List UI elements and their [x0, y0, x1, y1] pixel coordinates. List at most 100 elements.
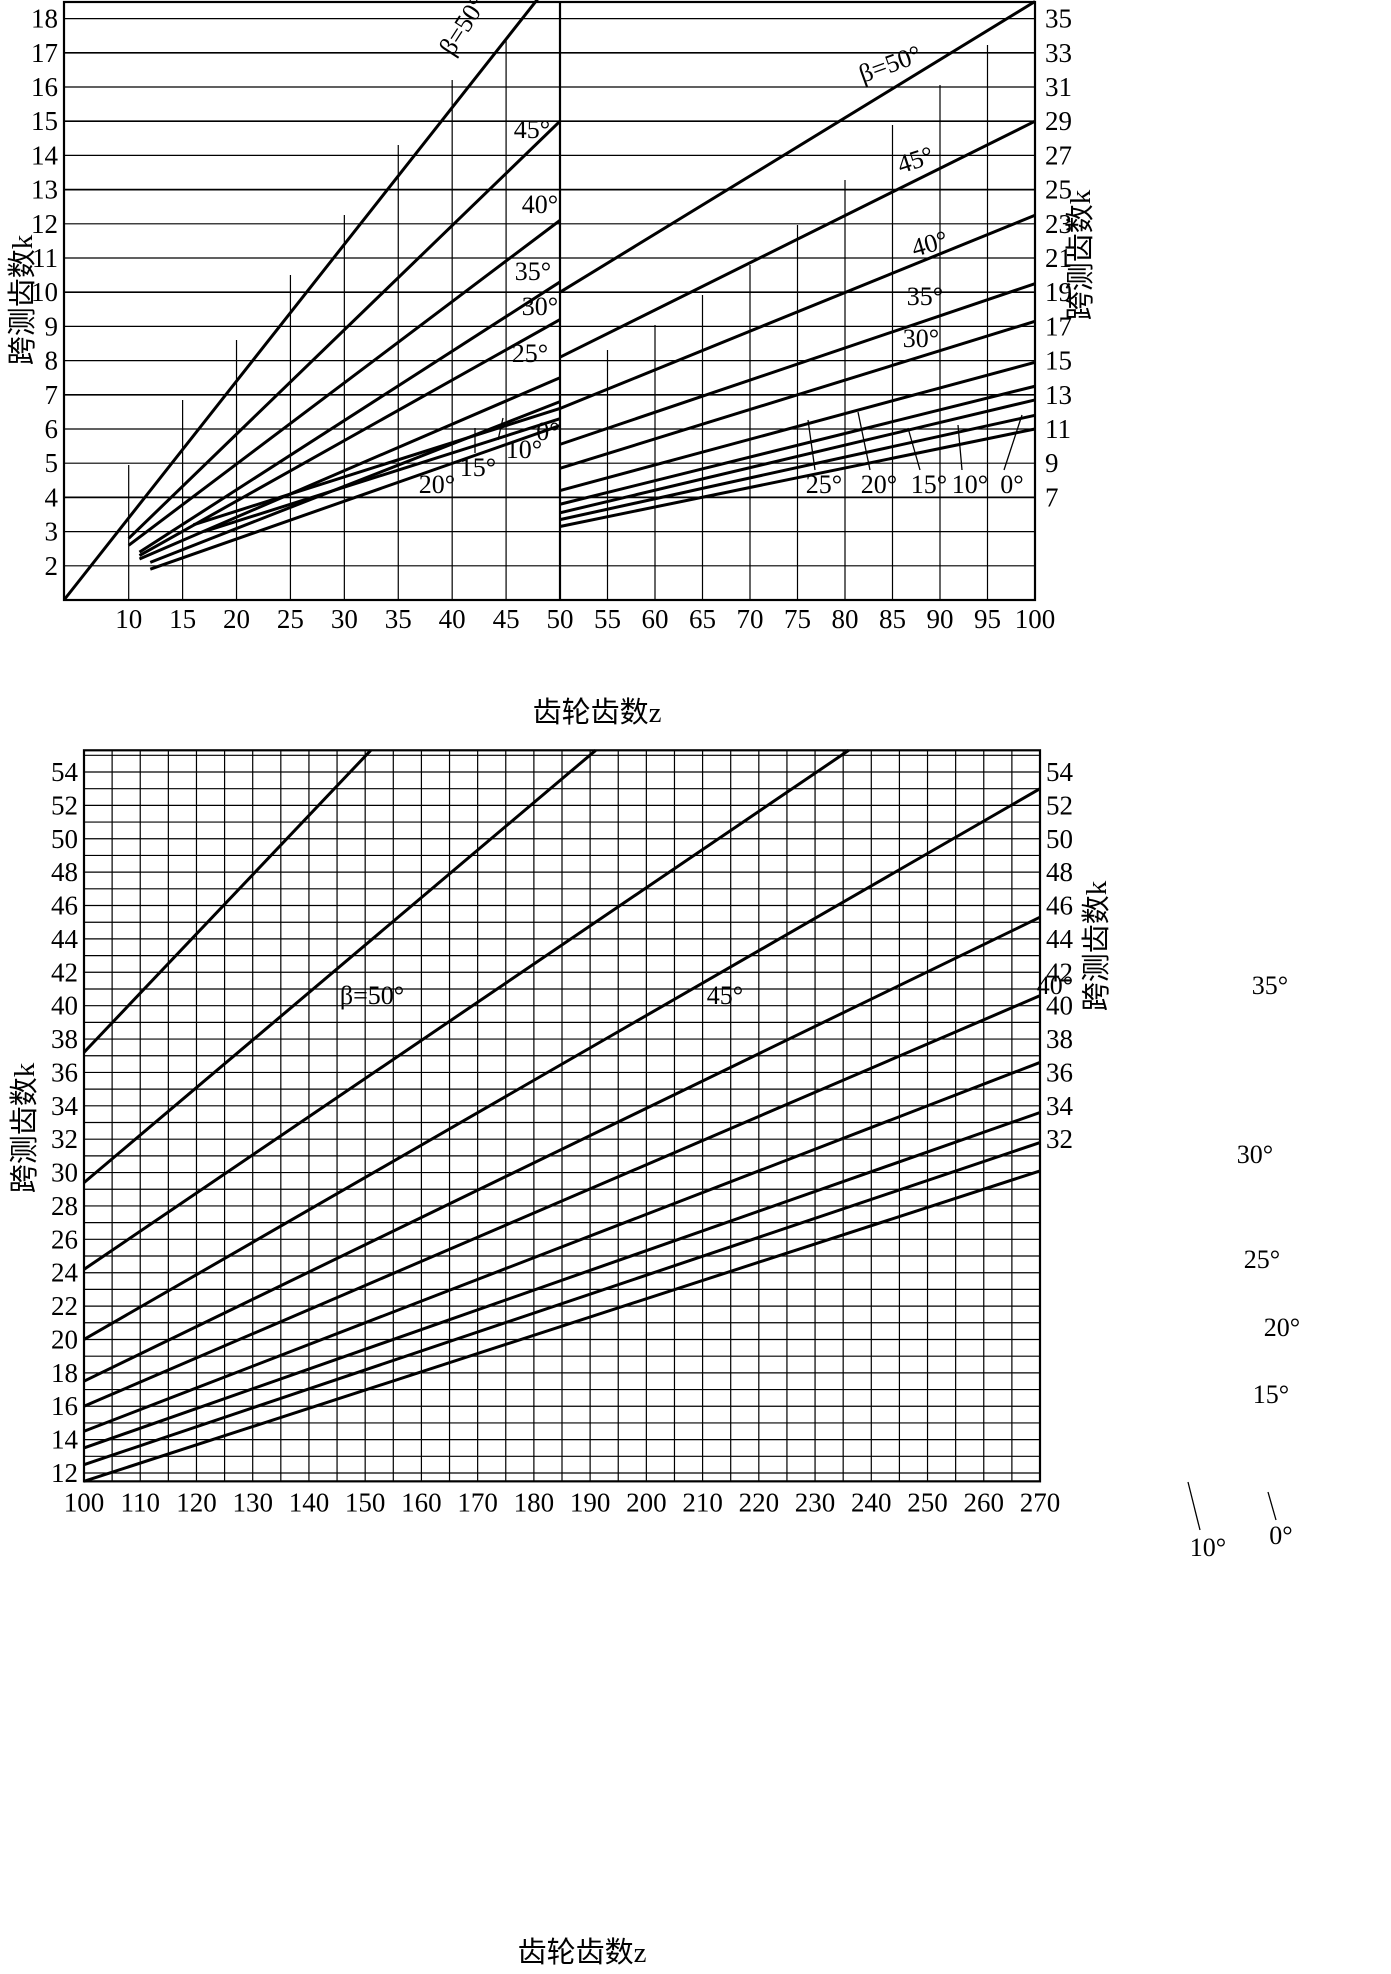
- leader-line: [807, 419, 816, 471]
- y-axis-title-bottom-left: 跨测齿数k: [8, 1062, 41, 1193]
- y-tick-label-top-right: 13: [1045, 380, 1072, 410]
- y-tick-label-top-right: 33: [1045, 38, 1072, 68]
- curve-label-top-right: 35°: [907, 282, 943, 311]
- y-tick-label-bottom-right: 54: [1046, 757, 1074, 787]
- y-tick-label-top-right: 11: [1045, 414, 1071, 444]
- series-line-top-left: [192, 407, 561, 527]
- y-tick-label-top-right: 31: [1045, 72, 1072, 102]
- curve-label-top-right: 10°: [952, 470, 988, 499]
- curve-label-bottom: 10°: [1190, 1533, 1226, 1562]
- leader-line: [957, 424, 963, 471]
- curve-label-top-left: 20°: [419, 470, 455, 499]
- curve-label-top-right: 40°: [908, 225, 951, 263]
- curve-label-bottom: 45°: [707, 981, 743, 1010]
- curve-label-bottom: 0°: [1269, 1521, 1292, 1550]
- y-tick-label-top-left: 17: [31, 38, 58, 68]
- y-tick-label-bottom-left: 30: [51, 1158, 78, 1188]
- curve-label-top-left: β=50°: [433, 0, 492, 60]
- x-axis-title-bottom: 齿轮齿数z: [518, 1936, 647, 1969]
- series-line-bottom: [83, 749, 850, 1271]
- y-tick-label-bottom-left: 40: [51, 991, 78, 1021]
- x-tick-label-top-right: 90: [927, 604, 954, 634]
- x-tick-label-top-left: 30: [331, 604, 358, 634]
- series-line-top-right: [559, 282, 1036, 446]
- curve-label-bottom: 15°: [1253, 1380, 1289, 1409]
- y-tick-label-top-left: 10: [31, 277, 58, 307]
- x-tick-label-top-left: 45: [493, 604, 520, 634]
- leader-line: [1267, 1491, 1277, 1521]
- x-tick-label-bottom: 140: [289, 1487, 330, 1517]
- x-tick-label-top-right: 65: [689, 604, 716, 634]
- series-line-bottom: [83, 1169, 1041, 1483]
- series-line-top-left: [127, 120, 562, 540]
- y-tick-label-top-left: 5: [45, 448, 59, 478]
- series-line-top-right: [559, 0, 1036, 294]
- y-tick-label-bottom-left: 48: [51, 857, 78, 887]
- x-tick-label-top-left: 20: [223, 604, 250, 634]
- y-tick-label-top-left: 8: [45, 346, 59, 376]
- x-tick-label-top-right: 85: [879, 604, 906, 634]
- x-tick-label-bottom: 110: [120, 1487, 160, 1517]
- x-tick-label-bottom: 250: [907, 1487, 948, 1517]
- y-tick-label-top-left: 15: [31, 106, 58, 136]
- leader-line: [497, 417, 504, 441]
- y-tick-label-top-left: 7: [45, 380, 59, 410]
- y-tick-label-top-left: 11: [32, 243, 58, 273]
- x-tick-label-top-right: 100: [1015, 604, 1056, 634]
- series-line-top-right: [559, 413, 1036, 522]
- x-tick-label-top-left: 15: [169, 604, 196, 634]
- y-tick-label-bottom-right: 48: [1046, 857, 1073, 887]
- curve-label-top-left: 25°: [512, 339, 548, 368]
- y-tick-label-top-right: 19: [1045, 277, 1072, 307]
- y-tick-label-bottom-left: 46: [51, 891, 78, 921]
- series-line-top-left: [138, 280, 561, 554]
- curve-label-top-right: 30°: [903, 324, 939, 353]
- leader-line: [1187, 1481, 1201, 1531]
- x-tick-label-top-left: 35: [385, 604, 412, 634]
- x-tick-label-bottom: 190: [570, 1487, 611, 1517]
- y-tick-label-bottom-right: 40: [1046, 991, 1073, 1021]
- y-tick-label-bottom-left: 14: [51, 1425, 79, 1455]
- y-tick-label-top-left: 3: [45, 517, 59, 547]
- y-tick-label-bottom-left: 44: [51, 924, 79, 954]
- series-line-bottom: [83, 1061, 1041, 1433]
- x-axis-title-top: 齿轮齿数z: [533, 696, 662, 729]
- curve-label-top-left: 40°: [522, 190, 558, 219]
- x-tick-label-top-right: 75: [784, 604, 811, 634]
- series-line-bottom: [83, 994, 1041, 1408]
- x-tick-label-top-right: 60: [642, 604, 669, 634]
- y-tick-label-top-left: 18: [31, 4, 58, 34]
- y-tick-label-top-left: 14: [31, 140, 59, 170]
- y-tick-label-top-right: 27: [1045, 140, 1072, 170]
- series-line-bottom: [83, 915, 1041, 1383]
- y-tick-label-bottom-left: 18: [51, 1358, 78, 1388]
- y-tick-label-bottom-right: 44: [1046, 924, 1074, 954]
- curve-label-bottom: 40°: [1037, 971, 1073, 1000]
- y-tick-label-top-right: 29: [1045, 106, 1072, 136]
- y-tick-label-bottom-left: 42: [51, 957, 78, 987]
- y-tick-label-bottom-right: 38: [1046, 1024, 1073, 1054]
- curve-label-top-right: 20°: [861, 470, 897, 499]
- y-tick-label-bottom-left: 24: [51, 1258, 79, 1288]
- y-axis-title-bottom-right: 跨测齿数k: [1080, 880, 1113, 1011]
- y-tick-label-top-right: 9: [1045, 448, 1059, 478]
- y-tick-label-top-left: 6: [45, 414, 59, 444]
- x-tick-label-bottom: 120: [176, 1487, 217, 1517]
- y-tick-label-top-left: 2: [45, 551, 59, 581]
- series-line-bottom: [83, 1141, 1041, 1467]
- curve-label-top-right: 25°: [806, 470, 842, 499]
- y-tick-label-bottom-left: 36: [51, 1057, 78, 1087]
- curve-label-top-left: 30°: [522, 292, 558, 321]
- y-tick-label-bottom-right: 52: [1046, 790, 1073, 820]
- x-tick-label-bottom: 220: [739, 1487, 780, 1517]
- y-tick-label-bottom-right: 46: [1046, 891, 1073, 921]
- y-tick-label-bottom-right: 34: [1046, 1091, 1074, 1121]
- y-tick-label-bottom-left: 52: [51, 790, 78, 820]
- x-tick-label-bottom: 200: [626, 1487, 667, 1517]
- x-tick-label-bottom: 160: [401, 1487, 442, 1517]
- x-tick-label-bottom: 230: [795, 1487, 836, 1517]
- series-line-bottom: [83, 749, 597, 1184]
- x-tick-label-top-left: 25: [277, 604, 304, 634]
- curve-label-top-left: 0°: [536, 417, 559, 446]
- bottom-chart-frame: [82, 749, 1042, 1483]
